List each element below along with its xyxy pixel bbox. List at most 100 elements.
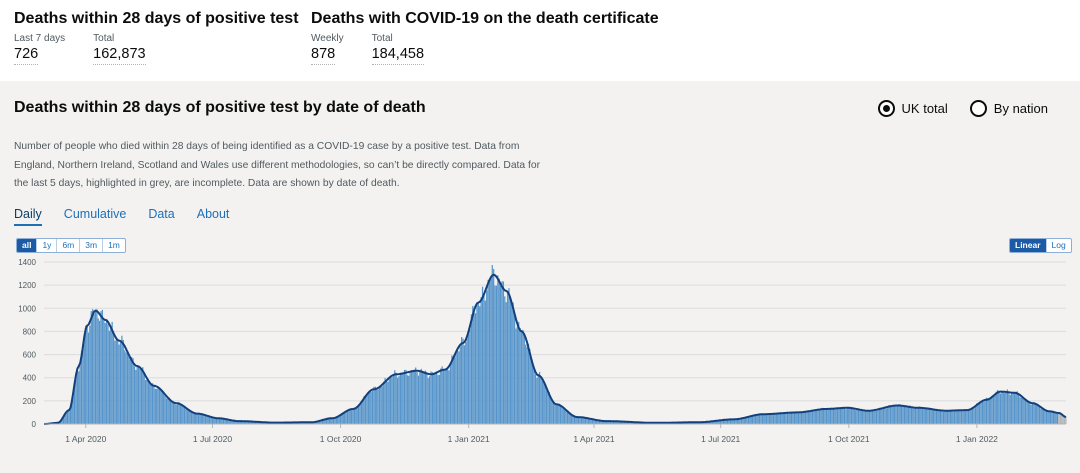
- daily-bar: [829, 408, 832, 424]
- daily-bar: [874, 410, 876, 424]
- daily-bar: [717, 420, 719, 424]
- metric-value[interactable]: 878: [311, 45, 336, 65]
- daily-bar: [1055, 412, 1057, 424]
- daily-bar: [210, 416, 212, 424]
- daily-bar: [1029, 403, 1031, 424]
- daily-bar: [774, 413, 776, 424]
- daily-bar: [1005, 391, 1007, 424]
- daily-bar: [981, 400, 984, 424]
- metric-value[interactable]: 726: [14, 45, 39, 65]
- daily-bar: [995, 391, 997, 424]
- daily-bar: [175, 404, 177, 424]
- daily-bar: [612, 421, 615, 424]
- y-tick-label: 1400: [18, 258, 36, 267]
- daily-bar: [412, 371, 414, 424]
- daily-bar: [921, 409, 924, 424]
- daily-bar: [718, 420, 720, 424]
- daily-bar: [614, 421, 616, 424]
- daily-bar: [1044, 409, 1046, 424]
- daily-bar: [419, 371, 421, 424]
- daily-bar: [164, 395, 166, 424]
- daily-bar: [591, 419, 594, 424]
- x-tick-label: 1 Apr 2020: [65, 434, 106, 444]
- metric-label: Last 7 days: [14, 33, 66, 44]
- daily-bar: [463, 345, 466, 424]
- radio-selected-icon[interactable]: [877, 100, 895, 117]
- daily-bar: [105, 319, 108, 424]
- daily-bar: [785, 412, 787, 424]
- daily-bar: [1016, 391, 1018, 424]
- range-6m-button[interactable]: 6m: [57, 239, 81, 252]
- daily-bar: [150, 384, 152, 424]
- daily-bar: [836, 408, 839, 424]
- tab-about[interactable]: About: [196, 207, 230, 221]
- daily-bar: [133, 366, 136, 424]
- daily-bar: [363, 396, 365, 424]
- daily-bar: [488, 281, 491, 424]
- daily-bar: [357, 405, 360, 424]
- daily-bar: [824, 409, 826, 424]
- daily-bar: [417, 375, 420, 424]
- summary-title: Deaths with COVID-19 on the death certif…: [311, 10, 659, 27]
- tab-data[interactable]: Data: [148, 207, 175, 221]
- tab-cumulative[interactable]: Cumulative: [63, 207, 127, 221]
- daily-bar: [973, 408, 975, 424]
- range-1y-button[interactable]: 1y: [37, 239, 58, 252]
- daily-bar: [474, 313, 477, 424]
- metric-label: Weekly: [311, 33, 344, 44]
- daily-bar: [160, 390, 162, 424]
- daily-bar: [530, 359, 532, 424]
- daily-bar: [323, 419, 325, 424]
- daily-bar: [941, 410, 943, 424]
- daily-bar: [1030, 404, 1032, 424]
- range-3m-button[interactable]: 3m: [80, 239, 104, 252]
- daily-bar: [447, 369, 449, 424]
- metric-value[interactable]: 184,458: [371, 45, 425, 65]
- daily-bar: [461, 337, 463, 424]
- daily-bar: [1002, 391, 1004, 424]
- range-1m-button[interactable]: 1m: [108, 240, 120, 250]
- daily-bar: [231, 420, 233, 424]
- radio-uk-total[interactable]: UK total: [877, 100, 948, 117]
- daily-bar: [540, 376, 542, 424]
- daily-bar: [888, 405, 890, 424]
- daily-bar: [894, 405, 896, 424]
- daily-bar: [121, 335, 123, 424]
- daily-bar: [857, 408, 860, 424]
- daily-bar: [538, 371, 541, 424]
- daily-bar: [779, 412, 782, 424]
- daily-bar: [362, 400, 364, 424]
- daily-bar: [868, 410, 871, 424]
- daily-bar: [842, 406, 844, 424]
- daily-bar: [103, 320, 105, 424]
- daily-bar: [426, 373, 428, 424]
- daily-bar: [65, 411, 67, 424]
- radio-by-nation[interactable]: By nation: [969, 100, 1048, 117]
- scale-log-button[interactable]: Log: [1051, 240, 1066, 250]
- daily-bar: [174, 403, 176, 424]
- daily-bar: [792, 412, 794, 424]
- tab-daily[interactable]: Daily: [14, 207, 42, 226]
- scale-linear-button[interactable]: Linear: [1010, 239, 1047, 252]
- daily-bar: [1054, 411, 1056, 424]
- daily-bar: [515, 328, 517, 424]
- daily-bar: [1058, 412, 1060, 424]
- daily-bar: [495, 285, 498, 424]
- metric-value[interactable]: 162,873: [93, 45, 146, 65]
- daily-bar: [508, 288, 510, 424]
- daily-bar: [108, 330, 110, 424]
- daily-bar: [82, 344, 84, 424]
- range-all-button[interactable]: all: [17, 239, 38, 252]
- daily-bar: [906, 407, 908, 424]
- radio-unselected-icon[interactable]: [969, 100, 987, 117]
- daily-bar: [451, 355, 453, 424]
- daily-bar: [965, 409, 967, 424]
- daily-bar: [250, 421, 253, 424]
- daily-bar: [398, 376, 400, 424]
- y-tick-label: 0: [32, 420, 37, 429]
- daily-bar: [1004, 393, 1006, 424]
- daily-bar: [1041, 408, 1043, 424]
- daily-bar: [512, 302, 514, 424]
- headline-summary: Deaths within 28 days of positive test L…: [0, 0, 1080, 81]
- daily-bar: [724, 419, 726, 424]
